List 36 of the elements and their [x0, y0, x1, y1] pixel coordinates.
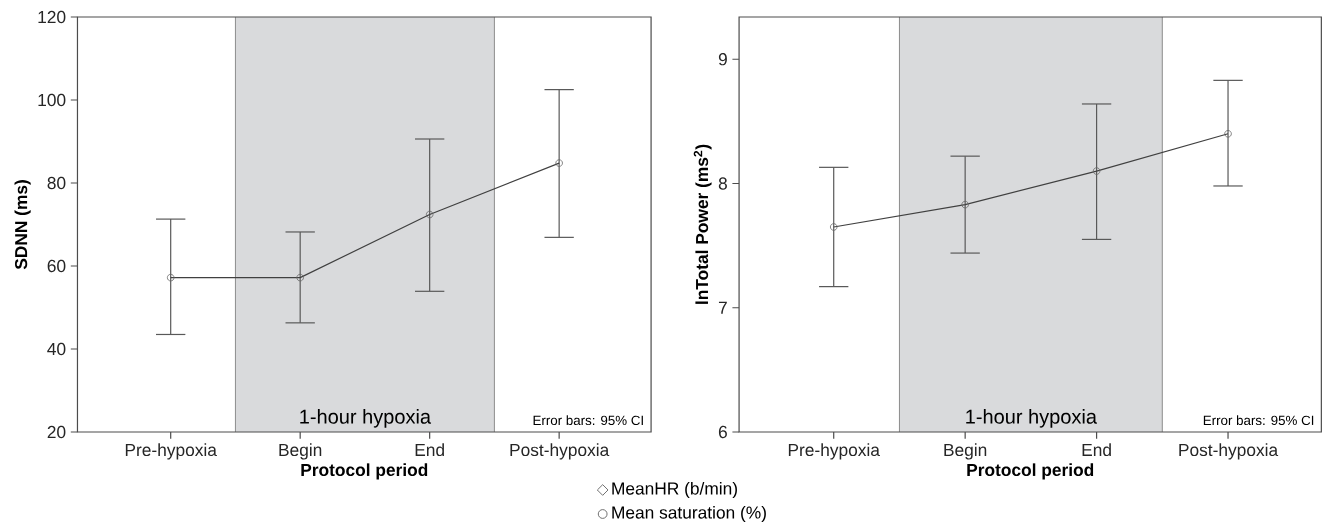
x-tick-label: Pre-hypoxia [125, 443, 217, 460]
x-tick-label: Post-hypoxia [510, 443, 610, 460]
y-tick-label: 100 [38, 93, 66, 107]
y-tick-label: 80 [47, 176, 66, 190]
point [829, 223, 838, 231]
point [296, 273, 304, 282]
annotation: Error bars: 95% CI [1203, 415, 1314, 426]
x-axis-title: Protocol period [301, 463, 428, 480]
y-tick-label: 9 [718, 53, 727, 66]
x-tick-label: Pre-hypoxia [788, 443, 880, 460]
point [1092, 167, 1101, 175]
y-axis-title: lnTotal Power (ms$^{2}$) [693, 144, 712, 304]
point [1224, 130, 1232, 138]
y-tick-label: 120 [38, 10, 66, 24]
x-tick-label: End [1082, 443, 1111, 457]
text: MeanHR (b/min) [612, 481, 737, 499]
y-tick-label: 20 [47, 425, 66, 439]
annotation: 1-hour hypoxia [966, 409, 1097, 428]
text: Mean saturation (%) [612, 505, 766, 523]
point [961, 200, 969, 209]
x-tick-label: Begin [279, 443, 322, 460]
x-axis-title: Protocol period [967, 463, 1094, 480]
y-tick-label: 6 [718, 425, 727, 439]
point [166, 273, 175, 282]
x-tick-label: End [415, 443, 444, 457]
point [425, 210, 434, 219]
x-tick-label: Post-hypoxia [1179, 443, 1279, 460]
y-axis-title: SDNN (ms) [14, 180, 31, 270]
y-tick-label: 60 [47, 259, 66, 273]
annotation: 1-hour hypoxia [300, 409, 432, 428]
x-tick-label: Begin [944, 443, 987, 460]
y-tick-label: 40 [47, 342, 66, 356]
y-tick-label: 8 [718, 177, 727, 190]
annotation: Error bars: 95% CI [533, 415, 643, 426]
point [555, 159, 563, 167]
y-tick-label: 7 [718, 301, 727, 314]
